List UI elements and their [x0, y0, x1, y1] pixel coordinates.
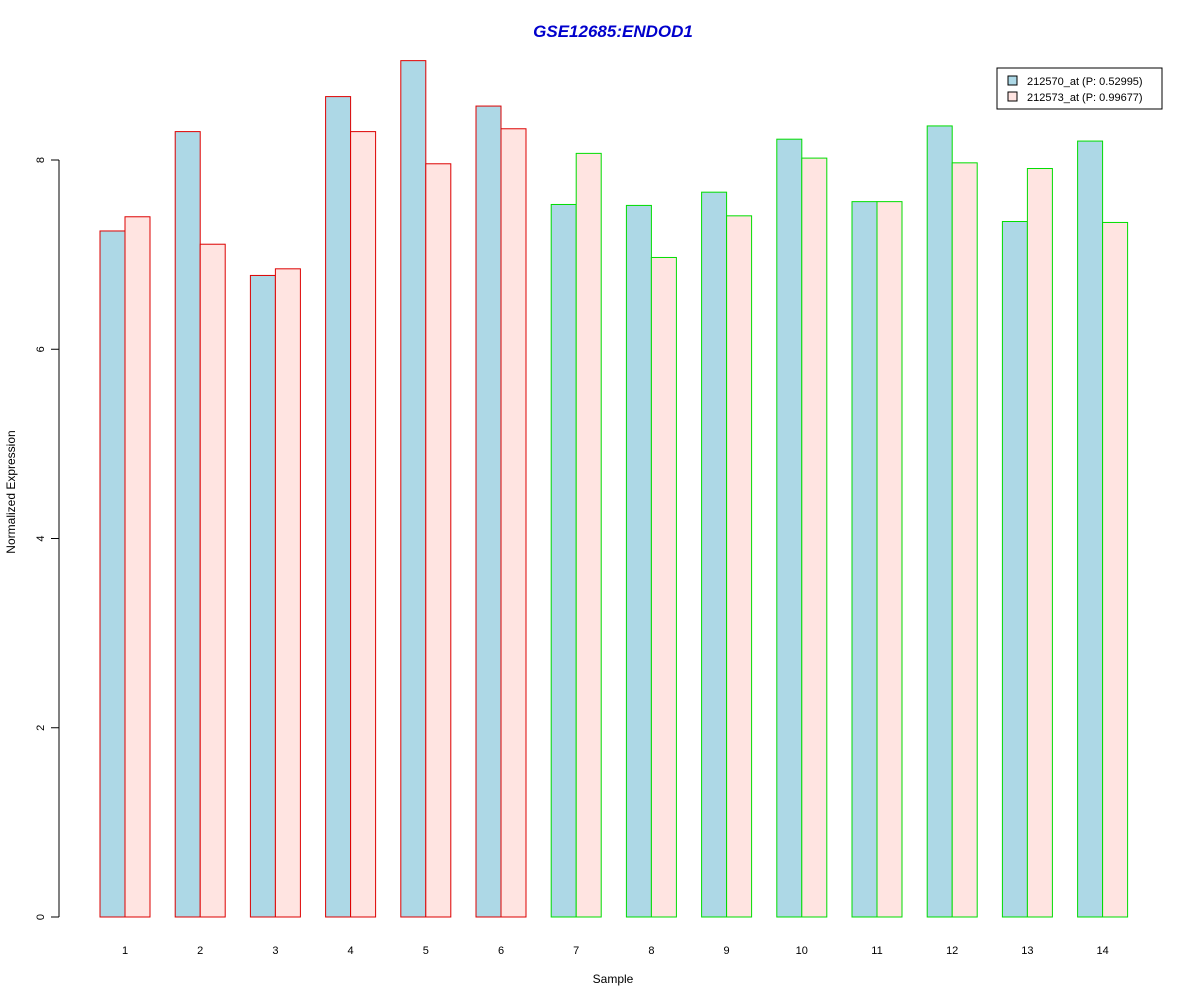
bar-series-2-sample-3	[274, 268, 301, 918]
x-tick-label: 6	[498, 945, 504, 957]
y-axis-title: Normalized Expression	[4, 430, 18, 553]
bar-series-2-sample-14	[1102, 221, 1129, 918]
bar-series-1-sample-8	[625, 204, 652, 918]
bar-series-2-sample-8	[650, 256, 677, 918]
x-tick-label: 12	[946, 945, 958, 957]
x-tick-label: 13	[1021, 945, 1033, 957]
bar-series-2-sample-5	[425, 163, 452, 918]
x-tick-label: 8	[648, 945, 654, 957]
y-tick-label: 8	[35, 157, 47, 163]
bar-series-1-sample-1	[99, 230, 126, 918]
bar-series-1-sample-6	[475, 105, 502, 918]
bar-series-1-sample-13	[1001, 221, 1028, 918]
x-axis-title: Sample	[593, 972, 634, 986]
bar-series-1-sample-3	[249, 274, 276, 918]
y-axis: 0 2 4 6 8	[35, 157, 60, 920]
bar-series-2-sample-6	[500, 128, 527, 918]
bar-series-2-sample-4	[350, 131, 377, 918]
bar-series-2-sample-12	[951, 162, 978, 918]
bar-series-2-sample-7	[575, 152, 602, 918]
x-tick-label: 9	[724, 945, 730, 957]
y-tick-label: 4	[35, 535, 47, 541]
legend: 212570_at (P: 0.52995) 212573_at (P: 0.9…	[996, 67, 1163, 110]
x-tick-label: 2	[197, 945, 203, 957]
bar-series-2-sample-13	[1026, 168, 1053, 918]
y-tick-label: 2	[35, 725, 47, 731]
legend-swatch-series-2	[1007, 91, 1018, 102]
bars-group	[99, 60, 1129, 918]
bar-series-1-sample-12	[926, 125, 953, 918]
legend-label-series-1: 212570_at (P: 0.52995)	[1027, 76, 1143, 88]
bar-series-1-sample-10	[776, 138, 803, 918]
x-tick-label: 10	[796, 945, 808, 957]
bar-series-1-sample-11	[851, 201, 878, 918]
bar-series-1-sample-14	[1077, 140, 1104, 918]
legend-swatch-series-1	[1007, 75, 1018, 86]
legend-label-series-2: 212573_at (P: 0.99677)	[1027, 92, 1143, 104]
bar-series-1-sample-7	[550, 203, 577, 918]
y-tick-label: 0	[35, 914, 47, 920]
bar-series-1-sample-9	[701, 191, 728, 918]
bar-series-2-sample-9	[726, 215, 753, 918]
x-tick-label: 4	[348, 945, 354, 957]
x-tick-label: 5	[423, 945, 429, 957]
y-tick-label: 6	[35, 346, 47, 352]
x-tick-label: 11	[871, 945, 882, 957]
bar-series-2-sample-1	[124, 216, 151, 918]
bar-series-2-sample-11	[876, 201, 903, 918]
x-tick-label: 7	[573, 945, 579, 957]
x-axis: 1 2 3 4 5 6 7 8 9 10 11 12 13 14	[122, 945, 1109, 957]
bar-series-1-sample-4	[325, 96, 352, 918]
x-tick-label: 3	[272, 945, 278, 957]
chart-title: GSE12685:ENDOD1	[533, 22, 693, 41]
x-tick-label: 14	[1096, 945, 1108, 957]
bar-series-1-sample-5	[400, 60, 427, 918]
bar-series-2-sample-2	[199, 243, 226, 918]
legend-box	[996, 67, 1163, 110]
x-tick-label: 1	[122, 945, 128, 957]
bar-series-2-sample-10	[801, 157, 828, 918]
bar-series-1-sample-2	[174, 131, 201, 918]
